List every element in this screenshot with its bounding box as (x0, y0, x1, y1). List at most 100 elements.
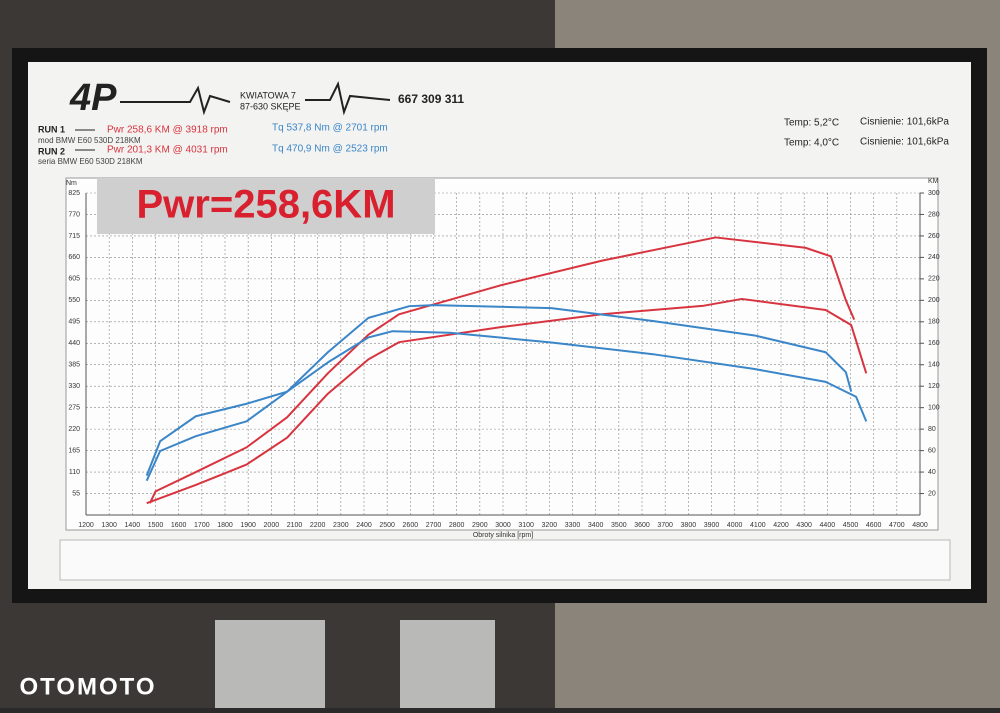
x-tick-label: 4200 (773, 522, 789, 529)
y-tick-label: 770 (68, 211, 80, 218)
x-tick-label: 3000 (495, 522, 511, 529)
y2-tick-label: 20 (928, 490, 936, 497)
x-tick-label: 1500 (148, 522, 164, 529)
y-tick-label: 495 (68, 319, 80, 326)
curve (149, 236, 856, 504)
x-tick-label: 3400 (588, 522, 604, 529)
pressure: Cisnienie: 101,6kPa (860, 137, 949, 148)
x-axis-title: Obroty silnika [rpm] (473, 532, 533, 539)
logo: 4P (69, 77, 117, 119)
x-tick-label: 3300 (565, 522, 581, 529)
x-tick-label: 4600 (866, 522, 882, 529)
y2-tick-label: 120 (928, 383, 940, 390)
y2-tick-label: 140 (928, 362, 940, 369)
y-tick-label: 385 (68, 362, 80, 369)
x-tick-label: 4400 (820, 522, 836, 529)
x-tick-label: 1300 (101, 522, 117, 529)
x-tick-label: 1200 (78, 522, 94, 529)
y2-tick-label: 60 (928, 447, 936, 454)
x-tick-label: 3800 (681, 522, 697, 529)
x-tick-label: 2300 (333, 522, 349, 529)
phone: 667 309 311 (398, 92, 464, 106)
x-tick-label: 2500 (379, 522, 395, 529)
x-tick-label: 4100 (750, 522, 766, 529)
run-pwr: Pwr 201,3 KM @ 4031 rpm (107, 145, 228, 156)
y-tick-label: 550 (68, 297, 80, 304)
x-tick-label: 1800 (217, 522, 233, 529)
city: 87-630 SKĘPE (240, 101, 301, 111)
y-tick-label: 165 (68, 447, 80, 454)
x-tick-label: 3500 (611, 522, 627, 529)
y-tick-label: 605 (68, 276, 80, 283)
y2-tick-label: 300 (928, 190, 940, 197)
y-tick-label: 55 (72, 490, 80, 497)
y-tick-label: 330 (68, 383, 80, 390)
y2-tick-label: 260 (928, 233, 940, 240)
x-tick-label: 2400 (356, 522, 372, 529)
x-tick-label: 1600 (171, 522, 187, 529)
y-axis-title: Nm (66, 180, 77, 187)
y2-tick-label: 240 (928, 254, 940, 261)
device (215, 620, 325, 708)
y2-tick-label: 100 (928, 405, 940, 412)
chart-title: Pwr=258,6KM (136, 183, 395, 227)
x-tick-label: 2900 (472, 522, 488, 529)
x-tick-label: 4000 (727, 522, 743, 529)
pressure: Cisnienie: 101,6kPa (860, 117, 949, 128)
temp: Temp: 5,2°C (784, 118, 839, 129)
x-tick-label: 2200 (310, 522, 326, 529)
x-tick-label: 3100 (518, 522, 534, 529)
title-box (97, 178, 435, 234)
y2-tick-label: 160 (928, 340, 940, 347)
x-tick-label: 4500 (843, 522, 859, 529)
x-tick-label: 1900 (240, 522, 256, 529)
y-tick-label: 220 (68, 426, 80, 433)
y-tick-label: 660 (68, 254, 80, 261)
run-label: RUN 1 (38, 124, 65, 134)
y2-tick-label: 220 (928, 276, 940, 283)
curve (146, 297, 868, 505)
y2-tick-label: 80 (928, 426, 936, 433)
y2-tick-label: 280 (928, 211, 940, 218)
run-car: seria BMW E60 530D 218KM (38, 157, 143, 166)
x-tick-label: 4700 (889, 522, 905, 529)
logo-wave (305, 81, 391, 116)
x-tick-label: 4300 (796, 522, 812, 529)
x-tick-label: 2600 (403, 522, 419, 529)
status-bar (59, 539, 951, 581)
run-car: mod BMW E60 530D 218KM (38, 136, 141, 145)
y2-axis-title: KM (928, 178, 939, 185)
y-tick-label: 110 (69, 469, 80, 476)
x-tick-label: 3200 (542, 522, 558, 529)
curve (145, 330, 868, 476)
x-tick-label: 2000 (264, 522, 280, 529)
x-tick-label: 2100 (287, 522, 303, 529)
y2-tick-label: 200 (928, 297, 940, 304)
y2-tick-label: 180 (928, 319, 940, 326)
y-tick-label: 275 (68, 405, 80, 412)
x-tick-label: 2800 (449, 522, 465, 529)
curve (145, 304, 853, 482)
run-tq: Tq 470,9 Nm @ 2523 rpm (272, 144, 388, 155)
x-tick-label: 2700 (426, 522, 442, 529)
x-tick-label: 3700 (657, 522, 673, 529)
x-tick-label: 3900 (704, 522, 720, 529)
y2-tick-label: 40 (928, 469, 936, 476)
run-tq: Tq 537,8 Nm @ 2701 rpm (272, 123, 388, 134)
plot: 1200 1300 1400 1500 1600 1700 1800 1900 2000 2100… (65, 177, 940, 539)
street: KWIATOWA 7 (240, 90, 296, 100)
run-pwr: Pwr 258,6 KM @ 3918 rpm (107, 125, 228, 136)
y-tick-label: 825 (68, 190, 80, 197)
y-tick-label: 440 (68, 340, 80, 347)
device (400, 620, 495, 708)
watermark: OTOMOTO (19, 673, 156, 700)
y-tick-label: 715 (68, 233, 80, 240)
run-label: RUN 2 (38, 146, 65, 156)
plot-area (65, 177, 939, 531)
x-tick-label: 1700 (194, 522, 210, 529)
x-tick-label: 3600 (634, 522, 650, 529)
temp: Temp: 4,0°C (784, 138, 839, 149)
x-tick-label: 1400 (125, 522, 141, 529)
logo-wave (120, 85, 231, 116)
